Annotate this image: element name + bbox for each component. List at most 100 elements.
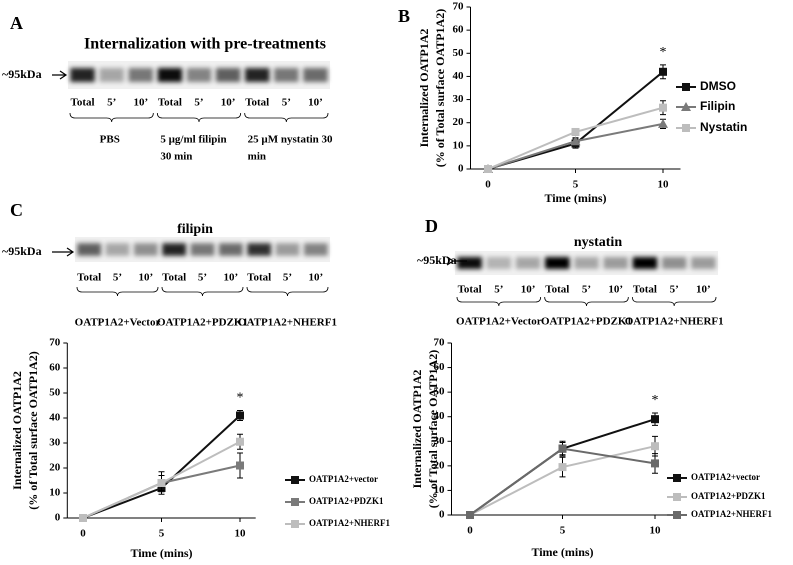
lane-label: 5’: [113, 272, 122, 284]
blot-band: [247, 243, 272, 256]
y-tick-label: 60: [49, 362, 61, 374]
x-tick-label: 10: [658, 179, 670, 191]
marker: [651, 459, 659, 468]
marker: [571, 127, 580, 136]
blot-band: [133, 243, 158, 256]
marker: [570, 136, 581, 146]
legend-label: DMSO: [700, 79, 736, 93]
lane-label: 5’: [494, 284, 503, 296]
size-label: ~95kDa: [417, 253, 457, 267]
blot-band: [157, 68, 183, 82]
y-axis-label: Internalized OATP1A2: [417, 29, 431, 148]
blot-band: [303, 243, 328, 256]
y-tick-label: 60: [434, 361, 446, 373]
blot-band: [218, 243, 243, 256]
group-label: 30 min: [160, 151, 192, 163]
series-line: [82, 414, 241, 519]
marker: [236, 437, 244, 446]
x-axis-label: Time (mins): [531, 545, 593, 559]
legend-label: OATP1A2+NHERF1: [309, 518, 390, 528]
blot-band: [574, 257, 599, 269]
lane-label: Total: [545, 284, 569, 296]
panel-letter: B: [398, 6, 410, 26]
size-label: ~95kDa: [2, 244, 42, 258]
group-label: 25 µM nystatin 30: [248, 134, 333, 146]
group-label: OATP1A2+PDZK1: [157, 317, 248, 329]
y-tick-label: 0: [55, 512, 61, 524]
y-tick-label: 50: [434, 386, 446, 398]
marker: [157, 479, 166, 487]
y-tick-label: 20: [453, 116, 465, 128]
group-bracket: [544, 296, 629, 307]
lane-label: 10’: [308, 272, 323, 284]
group-label: OATP1A2+Vector: [75, 317, 161, 329]
y-tick-label: 50: [453, 47, 465, 59]
legend-label: Nystatin: [700, 120, 747, 134]
size-arrow: [52, 70, 68, 80]
blot-band: [186, 68, 212, 82]
group-label: OATP1A2+PDZK1: [541, 316, 632, 328]
y-tick-label: 40: [434, 410, 446, 422]
blot-band: [215, 68, 241, 82]
blot-band: [486, 257, 512, 269]
legend-marker: [682, 83, 690, 91]
lane-label: 10’: [138, 272, 153, 284]
blot-band: [457, 257, 482, 269]
x-tick-label: 5: [560, 525, 566, 537]
blot-title: Internalization with pre-treatments: [84, 36, 326, 53]
blot-band: [105, 243, 130, 256]
lane-label: 5’: [670, 284, 679, 296]
blot-band: [303, 68, 328, 82]
marker: [558, 444, 567, 453]
legend-marker: [682, 124, 690, 132]
blot-band: [515, 257, 541, 269]
lane-label: 10’: [223, 272, 238, 284]
y-tick-label: 60: [453, 24, 465, 36]
y-tick-label: 70: [49, 337, 61, 349]
lane-label: Total: [71, 97, 95, 109]
y-tick-label: 10: [453, 139, 465, 151]
y-axis-label: Internalized OATP1A2: [410, 370, 424, 489]
y-axis-label: (% of Total surface OATP1A2): [433, 9, 447, 167]
x-tick-label: 0: [80, 528, 86, 540]
lane-label: Total: [633, 284, 657, 296]
group-bracket: [76, 286, 159, 297]
lane-label: 5’: [282, 97, 291, 109]
legend-marker: [681, 102, 691, 111]
lane-label: 10’: [133, 97, 148, 109]
lane-label: Total: [245, 97, 269, 109]
x-tick-label: 5: [159, 528, 165, 540]
panel-letter: D: [425, 216, 438, 236]
y-tick-label: 20: [49, 462, 61, 474]
lane-label: Total: [162, 272, 186, 284]
blot-band: [244, 68, 270, 82]
lane-label: 5’: [582, 284, 591, 296]
lane-label: 5’: [107, 97, 116, 109]
x-tick-label: 10: [650, 525, 662, 537]
blot-band: [190, 243, 215, 256]
lane-label: 5’: [283, 272, 292, 284]
blot-band: [274, 68, 299, 82]
marker: [466, 511, 474, 519]
blot-band: [70, 68, 95, 82]
y-tick-label: 0: [439, 509, 445, 521]
y-tick-label: 30: [434, 435, 446, 447]
y-tick-label: 30: [453, 93, 465, 105]
group-bracket: [69, 112, 154, 123]
marker: [236, 461, 244, 470]
y-tick-label: 30: [49, 437, 61, 449]
lane-label: 10’: [521, 284, 536, 296]
y-tick-label: 0: [458, 163, 464, 175]
lane-label: 5’: [194, 97, 203, 109]
marker: [659, 67, 667, 76]
blot-band: [603, 257, 628, 269]
panel-letter: C: [10, 200, 23, 220]
marker: [484, 165, 492, 173]
marker: [659, 103, 667, 112]
group-label: OATP1A2+Vector: [456, 316, 542, 328]
legend-marker: [291, 498, 299, 506]
y-tick-label: 40: [453, 70, 465, 82]
legend-label: OATP1A2+PDZK1: [309, 496, 384, 506]
y-tick-label: 70: [453, 1, 465, 13]
lane-label: 10’: [308, 97, 323, 109]
